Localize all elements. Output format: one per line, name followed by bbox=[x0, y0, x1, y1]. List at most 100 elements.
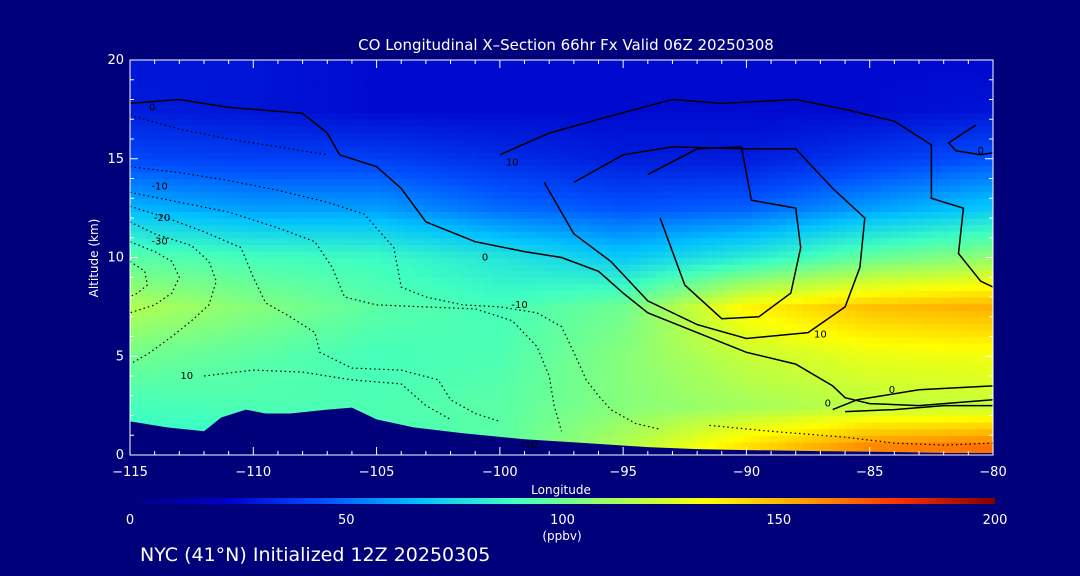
field-cell bbox=[794, 402, 804, 410]
field-cell bbox=[647, 132, 658, 140]
field-cell bbox=[596, 139, 606, 147]
field-cell bbox=[647, 303, 658, 311]
field-cell bbox=[742, 264, 752, 272]
field-cell bbox=[665, 336, 675, 344]
field-cell bbox=[501, 389, 511, 397]
field-cell bbox=[242, 402, 252, 410]
field-cell bbox=[587, 362, 597, 371]
field-cell bbox=[975, 376, 985, 384]
field-cell bbox=[492, 395, 502, 403]
field-cell bbox=[639, 185, 649, 193]
field-cell bbox=[388, 211, 399, 219]
field-cell bbox=[216, 211, 226, 219]
field-cell bbox=[941, 125, 951, 134]
field-cell bbox=[406, 303, 416, 311]
field-cell bbox=[130, 264, 140, 272]
field-cell bbox=[526, 310, 537, 318]
field-cell bbox=[716, 323, 727, 331]
field-cell bbox=[578, 376, 588, 384]
field-cell bbox=[414, 231, 425, 239]
field-cell bbox=[311, 152, 321, 160]
field-cell bbox=[354, 125, 364, 134]
field-cell bbox=[285, 290, 295, 298]
field-cell bbox=[872, 224, 882, 232]
field-cell bbox=[302, 382, 312, 390]
field-cell bbox=[544, 185, 554, 193]
field-cell bbox=[820, 204, 830, 213]
field-cell bbox=[596, 356, 606, 364]
field-cell bbox=[449, 231, 459, 239]
field-cell bbox=[578, 362, 588, 371]
field-cell bbox=[337, 382, 347, 390]
field-cell bbox=[199, 191, 209, 199]
field-cell bbox=[898, 303, 908, 311]
field-cell bbox=[509, 376, 519, 384]
field-cell bbox=[734, 290, 744, 298]
field-cell bbox=[587, 349, 597, 357]
field-cell bbox=[587, 435, 597, 443]
field-cell bbox=[319, 178, 330, 186]
field-cell bbox=[673, 224, 683, 232]
field-cell bbox=[734, 435, 744, 443]
field-cell bbox=[863, 231, 873, 239]
field-cell bbox=[319, 171, 330, 180]
field-cell bbox=[949, 270, 960, 278]
field-cell bbox=[544, 224, 554, 232]
field-cell bbox=[483, 171, 494, 180]
field-cell bbox=[613, 231, 623, 239]
field-cell bbox=[759, 283, 770, 292]
field-cell bbox=[570, 191, 580, 199]
field-cell bbox=[759, 303, 770, 311]
field-cell bbox=[242, 152, 252, 160]
field-cell bbox=[820, 290, 830, 298]
field-cell bbox=[759, 435, 770, 443]
field-cell bbox=[552, 198, 563, 206]
field-cell bbox=[906, 132, 916, 140]
field-cell bbox=[673, 356, 683, 364]
field-cell bbox=[380, 139, 390, 147]
field-cell bbox=[276, 145, 286, 153]
field-cell bbox=[906, 448, 916, 455]
field-cell bbox=[639, 415, 649, 423]
field-cell bbox=[449, 139, 459, 147]
field-cell bbox=[242, 237, 252, 245]
field-cell bbox=[725, 204, 735, 213]
field-cell bbox=[846, 237, 856, 245]
field-cell bbox=[785, 270, 796, 278]
field-cell bbox=[941, 270, 951, 278]
field-cell bbox=[216, 389, 226, 397]
field-cell bbox=[535, 435, 545, 443]
field-cell bbox=[354, 310, 364, 318]
field-cell bbox=[854, 211, 865, 219]
field-cell bbox=[872, 435, 882, 443]
field-cell bbox=[846, 415, 856, 423]
field-cell bbox=[457, 356, 468, 364]
field-cell bbox=[570, 415, 580, 423]
field-cell bbox=[268, 395, 278, 403]
field-cell bbox=[621, 171, 632, 180]
field-cell bbox=[665, 310, 675, 318]
field-cell bbox=[613, 362, 623, 371]
field-cell bbox=[854, 250, 865, 259]
field-cell bbox=[380, 231, 390, 239]
field-cell bbox=[432, 264, 442, 272]
field-cell bbox=[785, 139, 796, 147]
field-cell bbox=[785, 132, 796, 140]
field-cell bbox=[466, 132, 476, 140]
field-cell bbox=[138, 395, 148, 403]
field-cell bbox=[742, 277, 752, 285]
field-cell bbox=[742, 323, 752, 331]
field-cell bbox=[164, 204, 174, 213]
field-cell bbox=[509, 277, 519, 285]
field-cell bbox=[259, 323, 269, 331]
field-cell bbox=[734, 356, 744, 364]
field-cell bbox=[923, 428, 934, 436]
field-cell bbox=[302, 204, 312, 213]
field-cell bbox=[967, 376, 977, 384]
field-cell bbox=[967, 270, 977, 278]
field-cell bbox=[889, 422, 899, 430]
field-cell bbox=[699, 369, 709, 377]
field-cell bbox=[837, 435, 847, 443]
field-cell bbox=[785, 283, 796, 292]
field-cell bbox=[708, 264, 718, 272]
